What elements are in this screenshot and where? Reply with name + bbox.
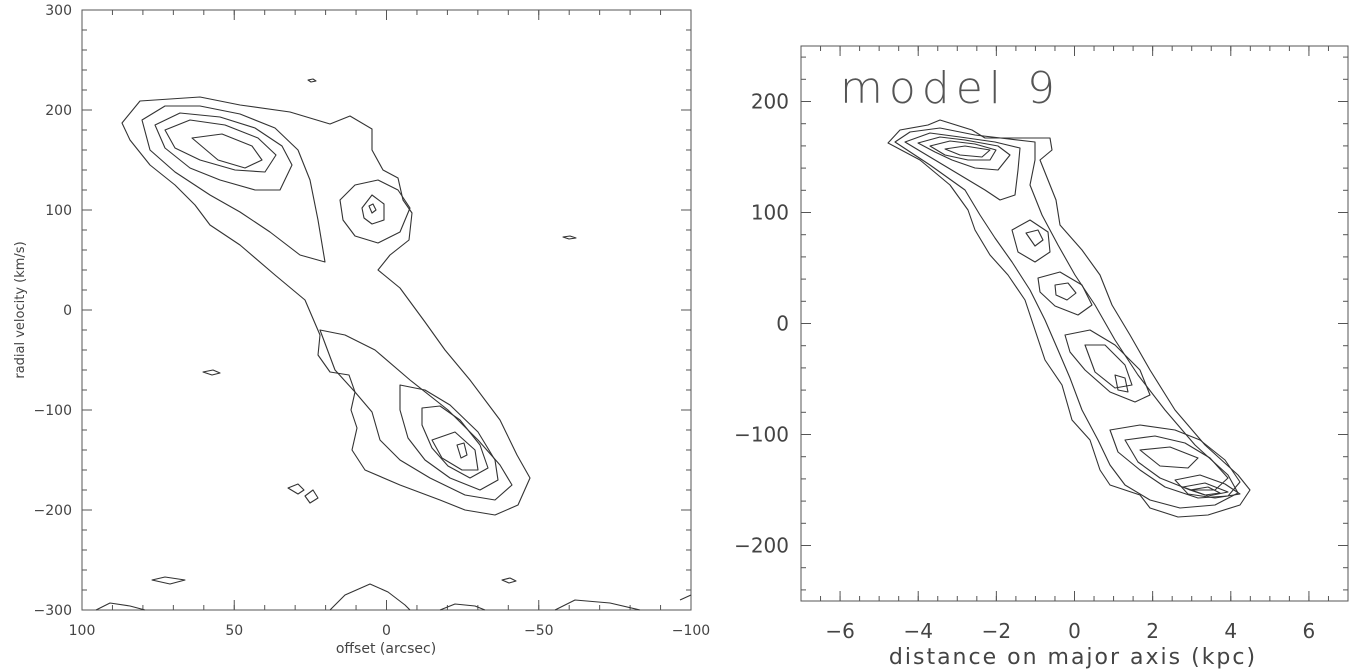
y-tick-label: −100 xyxy=(734,423,789,447)
y-tick-label: −300 xyxy=(34,603,72,619)
left-y-axis-label: radial velocity (km/s) xyxy=(13,241,28,378)
y-tick-label: −100 xyxy=(34,403,72,419)
x-tick-label: −4 xyxy=(903,619,932,643)
left-plot-frame xyxy=(81,9,692,611)
right-contour-10 xyxy=(1054,282,1077,301)
right-contour-1 xyxy=(887,119,1251,518)
left-contour-8 xyxy=(368,203,377,214)
right-contour-6 xyxy=(944,145,991,158)
left-contour-4 xyxy=(164,119,277,173)
y-tick-label: 200 xyxy=(751,90,789,114)
x-tick-label: 4 xyxy=(1224,619,1237,643)
x-tick-label: −2 xyxy=(982,619,1011,643)
right-x-axis-label: distance on major axis (kpc) xyxy=(889,645,1257,670)
left-contour-9 xyxy=(319,329,513,501)
left-contour-1 xyxy=(121,96,531,516)
left-noise-7 xyxy=(307,78,317,83)
left-contour-13 xyxy=(456,442,468,459)
left-contour-2 xyxy=(141,105,326,263)
x-tick-label: 50 xyxy=(225,623,243,639)
right-contour-16 xyxy=(1139,446,1199,469)
y-tick-label: 0 xyxy=(776,312,789,336)
y-tick-label: −200 xyxy=(734,534,789,558)
right-contour-8 xyxy=(1025,229,1044,247)
left-noise-12 xyxy=(679,594,692,601)
right-contours xyxy=(887,119,1251,518)
x-tick-label: 0 xyxy=(1068,619,1081,643)
right-contour-15 xyxy=(1124,435,1229,491)
left-noise-2 xyxy=(287,483,305,495)
right-contour-13 xyxy=(1114,374,1129,393)
right-contour-12 xyxy=(1084,344,1133,389)
left-tick-marks xyxy=(81,9,692,611)
left-noise-3 xyxy=(304,489,319,504)
x-tick-label: −50 xyxy=(524,623,554,639)
right-contour-4 xyxy=(917,136,1011,171)
y-tick-label: 300 xyxy=(45,3,72,19)
y-tick-label: 100 xyxy=(751,201,789,225)
x-tick-label: 100 xyxy=(69,623,96,639)
left-contour-7 xyxy=(361,194,385,225)
y-tick-label: 0 xyxy=(63,303,72,319)
left-contour-5 xyxy=(191,133,263,169)
right-contour-7 xyxy=(1011,219,1051,263)
left-x-axis-label: offset (arcsec) xyxy=(336,641,436,657)
left-contour-12 xyxy=(431,431,479,471)
left-tick-labels: 100 50 0 −50 −100 300 200 100 0 −100 −200 −300 xyxy=(34,3,711,639)
left-noise-6 xyxy=(562,235,577,240)
right-contour-19 xyxy=(1189,486,1221,496)
x-tick-label: 6 xyxy=(1303,619,1316,643)
left-noise-10 xyxy=(439,603,486,611)
left-noise-11 xyxy=(554,599,641,611)
left-contour-10 xyxy=(399,384,499,491)
left-noise-4 xyxy=(151,576,186,585)
right-chart-title: model 9 xyxy=(840,63,1061,114)
x-tick-label: 2 xyxy=(1146,619,1159,643)
left-noise-5 xyxy=(501,577,517,584)
right-contour-9 xyxy=(1037,271,1093,316)
left-contour-6 xyxy=(339,179,411,244)
right-contour-5 xyxy=(929,140,997,161)
right-contour-17 xyxy=(1174,474,1241,499)
x-tick-label: −6 xyxy=(825,619,854,643)
right-plot-frame xyxy=(800,45,1349,602)
right-chart-panel: −6 −4 −2 0 2 4 6 200 100 0 −100 −200 model 9 distan… xyxy=(734,45,1349,670)
left-contour-11 xyxy=(421,405,489,479)
left-contours xyxy=(95,78,692,611)
left-chart-panel: 100 50 0 −50 −100 300 200 100 0 −100 −200 −300 xyxy=(13,3,710,657)
right-tick-marks xyxy=(800,46,1349,601)
x-tick-label: 0 xyxy=(382,623,391,639)
x-tick-label: −100 xyxy=(672,623,710,639)
left-noise-1 xyxy=(202,369,221,376)
right-contour-14 xyxy=(1109,424,1241,499)
y-tick-label: 200 xyxy=(45,103,72,119)
left-noise-9 xyxy=(329,583,411,611)
right-contour-3 xyxy=(904,132,1021,201)
left-contour-3 xyxy=(154,112,293,191)
right-contour-11 xyxy=(1064,329,1151,403)
right-contour-2 xyxy=(894,127,1239,509)
right-tick-labels: −6 −4 −2 0 2 4 6 200 100 0 −100 −200 xyxy=(734,90,1315,644)
y-tick-label: −200 xyxy=(34,503,72,519)
y-tick-label: 100 xyxy=(45,203,72,219)
left-noise-8 xyxy=(95,602,146,611)
